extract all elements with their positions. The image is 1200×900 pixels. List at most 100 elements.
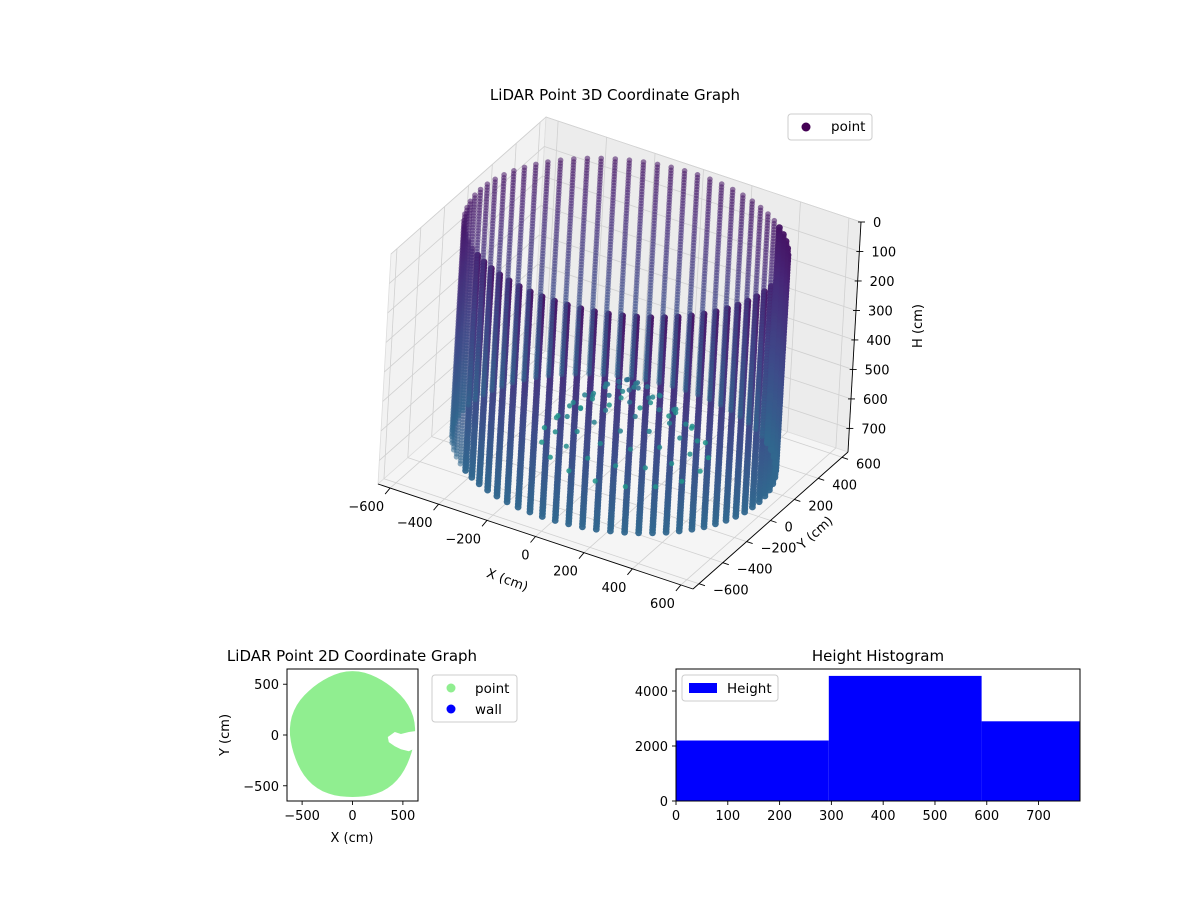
plot3d-grid-z-left	[390, 116, 547, 255]
lidar-point	[632, 413, 638, 420]
plot3d-grid-z-back	[540, 205, 857, 311]
lidar-point	[449, 440, 456, 446]
lidar-point	[759, 433, 765, 439]
lidar-point	[450, 447, 457, 453]
lidar-point	[514, 503, 522, 511]
lidar-point	[585, 455, 591, 461]
lidar-point	[620, 388, 626, 394]
lidar-point	[606, 392, 612, 398]
lidar-point	[677, 435, 683, 441]
lidar-point	[452, 420, 458, 426]
lidar-point	[627, 446, 634, 452]
plot3d-grid-x-back	[641, 153, 656, 384]
lidar-point	[635, 529, 642, 537]
lidar-point	[460, 407, 466, 414]
lidar-point	[590, 390, 597, 396]
lidar-point	[563, 443, 569, 449]
lidar-point	[644, 384, 650, 390]
lidar-point	[682, 387, 689, 393]
lidar-point	[755, 498, 763, 506]
lidar-point	[509, 379, 516, 386]
lidar-point	[616, 378, 622, 385]
lidar-point	[767, 446, 775, 454]
lidar-point	[656, 407, 662, 413]
lidar-point	[706, 396, 713, 403]
plot3d-grid-z-back	[544, 146, 860, 252]
lidar-point	[578, 405, 584, 411]
lidar-point	[567, 403, 573, 409]
lidar-point	[642, 465, 648, 471]
lidar-point	[728, 407, 734, 414]
lidar-point	[687, 451, 693, 457]
lidar-point	[669, 461, 675, 467]
lidar-point	[675, 527, 683, 535]
lidar-point	[722, 517, 730, 524]
lidar-point	[642, 376, 649, 383]
lidar-point	[449, 433, 455, 439]
lidar-point	[555, 413, 561, 419]
lidar-point	[489, 387, 495, 393]
lidar-point	[766, 486, 773, 494]
lidar-point	[694, 438, 700, 444]
plot3d-grid-y-floor	[479, 394, 795, 500]
lidar-point	[574, 428, 580, 435]
plot3d-grid-z-back	[542, 175, 858, 282]
lidar-point	[468, 473, 476, 481]
plot3d-grid-z-back	[537, 264, 853, 370]
lidar-point	[656, 379, 662, 386]
lidar-point	[647, 400, 654, 406]
plot3d-grid-z-back	[534, 323, 850, 429]
lidar-point	[712, 520, 719, 528]
lidar-point	[700, 523, 708, 531]
plot3d-grid-y-floor	[383, 478, 700, 585]
lidar-point	[650, 394, 656, 400]
lidar-point	[617, 428, 624, 434]
lidar-point	[579, 523, 586, 531]
lidar-point	[697, 468, 703, 474]
lidar-point	[761, 492, 769, 500]
lidar-point	[613, 463, 619, 469]
lidar-point	[763, 439, 771, 447]
lidar-point	[453, 454, 460, 460]
lidar-point	[541, 425, 548, 431]
lidar-point	[564, 413, 570, 420]
lidar-point	[635, 385, 641, 391]
lidar-point	[582, 392, 588, 398]
lidar-point	[646, 428, 652, 434]
plot3d-grid-x-back	[835, 217, 850, 448]
lidar-point	[455, 413, 462, 420]
lidar-point	[657, 444, 663, 450]
plot3d-grid-x-back	[544, 121, 559, 352]
lidar-point	[673, 410, 679, 416]
lidar-point	[627, 399, 633, 405]
lidar-point	[539, 439, 545, 445]
lidar-point	[637, 405, 643, 411]
lidar-point	[702, 440, 709, 446]
lidar-point	[597, 440, 603, 447]
plot3d-grid-y-left	[407, 227, 422, 458]
lidar-point	[616, 384, 623, 390]
plot3d-grid-z-back	[535, 293, 852, 400]
lidar-point	[565, 520, 572, 528]
lidar-point	[624, 377, 630, 383]
lidar-point	[606, 402, 612, 408]
lidar-point	[666, 413, 672, 419]
lidar-point	[666, 420, 673, 426]
lidar-point	[662, 528, 670, 536]
lidar-point	[772, 460, 779, 467]
lidar-point	[749, 503, 756, 511]
plot3d-grid-x-back	[787, 201, 801, 432]
lidar-point	[741, 508, 748, 516]
plot3d-points	[449, 155, 792, 537]
lidar-point	[614, 372, 620, 379]
lidar-point	[769, 480, 777, 488]
lidar-point	[552, 429, 558, 435]
lidar-point	[631, 384, 637, 390]
lidar-point	[622, 484, 629, 490]
lidar-point	[683, 421, 689, 427]
lidar-point	[591, 419, 597, 425]
lidar-point	[547, 454, 553, 460]
lidar-point	[717, 401, 724, 408]
lidar-point	[538, 513, 546, 520]
